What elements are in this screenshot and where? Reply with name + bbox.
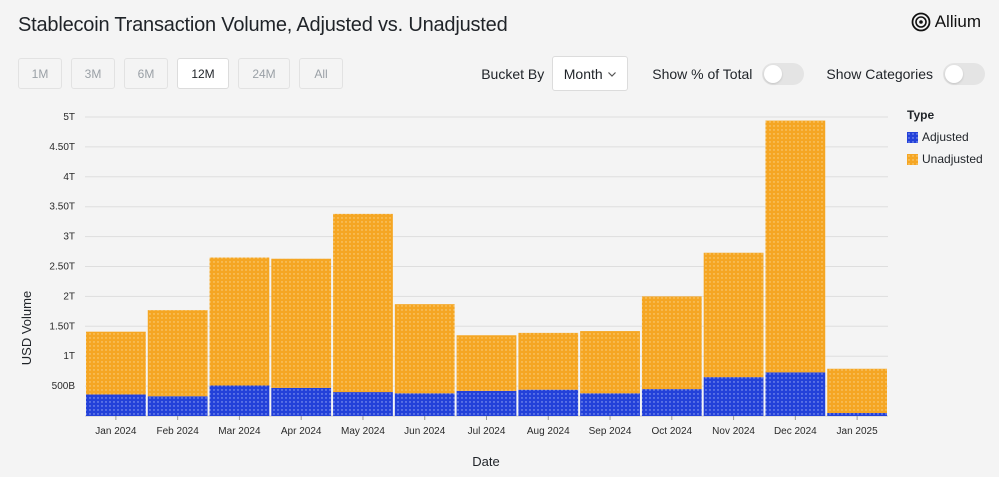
bar-adjusted[interactable]: [765, 372, 826, 416]
y-tick-label: 4T: [63, 172, 75, 183]
bar-unadjusted[interactable]: [394, 304, 455, 394]
brand-name: Allium: [934, 12, 981, 31]
bar-unadjusted[interactable]: [827, 368, 887, 414]
bar-adjusted[interactable]: [827, 413, 887, 416]
bar-unadjusted[interactable]: [456, 335, 517, 391]
y-tick-label: 500B: [52, 381, 76, 392]
time-range-selector: 1M 3M 6M 12M 24M All: [18, 58, 343, 89]
brand-logo[interactable]: Allium: [911, 12, 981, 32]
x-tick-label: Mar 2024: [218, 426, 261, 437]
chart-controls: Bucket By Month Show % of Total Show Cat…: [481, 56, 985, 91]
bar-unadjusted[interactable]: [271, 258, 332, 388]
bar-adjusted[interactable]: [147, 396, 208, 416]
bucket-by-value: Month: [563, 65, 603, 82]
stacked-bar-chart: 500B 1T 1.50T 2T 2.50T 3T 3.50T 4T 4.50T 5T Jan 2…: [19, 112, 888, 469]
show-percent-toggle[interactable]: [762, 62, 805, 85]
bar-adjusted[interactable]: [580, 393, 640, 416]
bar-adjusted[interactable]: [641, 389, 702, 416]
x-tick-label: May 2024: [341, 426, 385, 437]
y-tick-label: 5T: [63, 112, 75, 123]
bar-adjusted[interactable]: [86, 394, 146, 416]
range-24m-button[interactable]: 24M: [238, 58, 290, 89]
x-tick-label: Aug 2024: [527, 426, 570, 437]
range-12m-button[interactable]: 12M: [177, 58, 229, 89]
show-categories-toggle[interactable]: [943, 62, 985, 85]
toggle-knob: [945, 64, 963, 83]
x-tick-label: Nov 2024: [712, 426, 755, 437]
bar-adjusted[interactable]: [518, 389, 579, 416]
range-3m-button[interactable]: 3M: [71, 58, 115, 89]
chevron-down-icon: [607, 71, 616, 77]
x-axis-title: Date: [472, 454, 499, 469]
adjusted-swatch: [907, 131, 918, 143]
bar-adjusted[interactable]: [703, 377, 764, 416]
y-tick-label: 2T: [63, 291, 75, 302]
chart-title: Stablecoin Transaction Volume, Adjusted …: [18, 14, 508, 36]
legend-item-unadjusted[interactable]: Unadjusted: [907, 152, 983, 166]
bar-unadjusted[interactable]: [147, 310, 208, 397]
show-percent-label: Show % of Total: [652, 65, 753, 82]
bar-unadjusted[interactable]: [209, 257, 270, 386]
chart-legend: Type Adjusted Unadjusted: [907, 108, 983, 174]
y-tick-label: 1.50T: [49, 321, 75, 332]
allium-logo-icon: [911, 12, 931, 32]
y-tick-label: 1T: [63, 351, 75, 362]
show-categories-label: Show Categories: [826, 65, 933, 82]
x-tick-label: Dec 2024: [774, 426, 817, 437]
y-axis-title: USD Volume: [19, 291, 34, 365]
toggle-knob: [764, 64, 783, 83]
bar-adjusted[interactable]: [271, 387, 332, 416]
range-6m-button[interactable]: 6M: [124, 58, 168, 89]
bar-unadjusted[interactable]: [580, 331, 640, 394]
bar-adjusted[interactable]: [333, 392, 393, 416]
x-tick-label: Sep 2024: [589, 426, 632, 437]
bar-unadjusted[interactable]: [86, 331, 146, 395]
x-tick-label: Feb 2024: [157, 426, 200, 437]
range-1m-button[interactable]: 1M: [18, 58, 62, 89]
legend-item-adjusted[interactable]: Adjusted: [907, 130, 983, 144]
x-tick-label: Apr 2024: [281, 426, 322, 437]
legend-label-unadjusted: Unadjusted: [922, 152, 983, 166]
legend-title: Type: [907, 108, 935, 122]
bar-unadjusted[interactable]: [333, 213, 393, 393]
bar-unadjusted[interactable]: [641, 296, 702, 390]
bucket-by-select[interactable]: Month: [552, 56, 629, 91]
range-all-button[interactable]: All: [299, 58, 343, 89]
x-tick-label: Jun 2024: [404, 426, 446, 437]
bucket-by-label: Bucket By: [481, 65, 545, 82]
bar-unadjusted[interactable]: [765, 120, 826, 373]
bar-adjusted[interactable]: [456, 390, 517, 416]
x-tick-label: Oct 2024: [652, 426, 693, 437]
y-tick-label: 4.50T: [49, 142, 75, 153]
unadjusted-swatch: [907, 153, 918, 165]
bar-adjusted[interactable]: [394, 393, 455, 416]
bar-unadjusted[interactable]: [518, 332, 579, 390]
x-tick-label: Jan 2025: [837, 426, 879, 437]
y-tick-label: 3.50T: [49, 202, 75, 213]
y-tick-label: 3T: [63, 232, 75, 243]
legend-label-adjusted: Adjusted: [922, 130, 969, 144]
x-tick-label: Jul 2024: [468, 426, 506, 437]
x-tick-label: Jan 2024: [95, 426, 137, 437]
bar-adjusted[interactable]: [209, 385, 270, 416]
bar-unadjusted[interactable]: [703, 252, 764, 378]
y-tick-label: 2.50T: [49, 262, 75, 273]
